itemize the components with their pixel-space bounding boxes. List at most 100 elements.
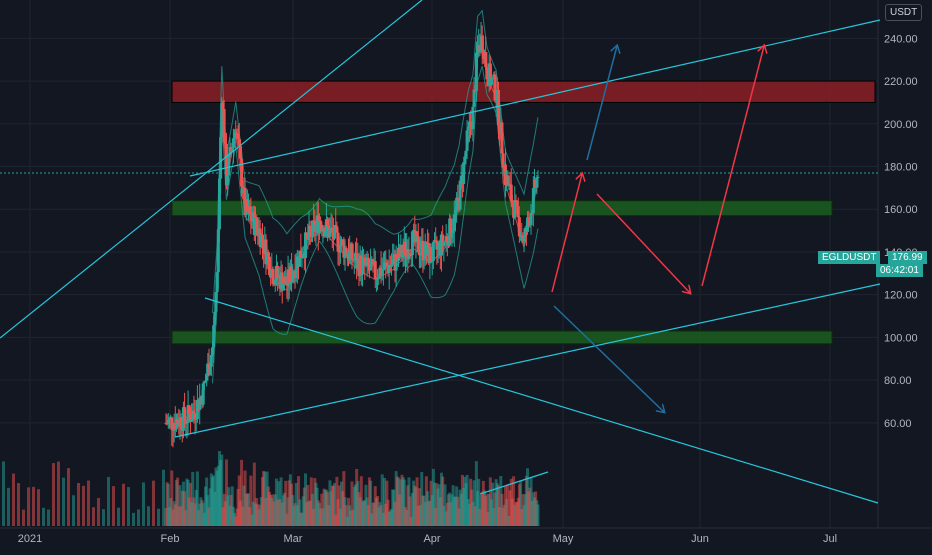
volume-bar [369,480,373,526]
candle-body [231,138,235,149]
volume-bar [441,476,445,526]
volume-bar [142,482,145,526]
volume-bar [170,470,174,526]
candle-body [501,153,505,168]
volume-bar [7,487,10,526]
candle-body [513,200,517,218]
candle-body [300,256,304,258]
trendline-volume [479,471,549,495]
candle-body [310,220,314,237]
candle-body [174,419,178,430]
candle-body [335,226,339,233]
x-axis[interactable]: 2021 Feb Mar Apr May Jun Jul [18,533,837,545]
candle-body [280,272,284,291]
candle-body [236,133,240,140]
candle-body [463,156,467,163]
candle-body [445,236,449,242]
x-tick-label: Jun [691,533,709,545]
candle-body [260,234,264,244]
volume-bar [22,509,25,526]
y-tick-label: 160.00 [884,204,918,216]
volume-bars [2,451,540,526]
trendline-steep [0,0,423,339]
volume-bar [485,493,489,526]
candle-body [222,109,226,143]
last-price-value: 176.99 [888,251,927,264]
volume-bar [92,507,95,526]
candle-body [266,252,270,257]
candlesticks [164,22,540,448]
candle-body [373,261,377,279]
projection-arrows [551,46,764,412]
candle-body [213,311,217,326]
candle-body [215,272,219,293]
arrow-up-to-220 [551,174,582,293]
candle-body [326,219,330,226]
candle-body [323,231,327,237]
candle-body [421,240,425,261]
candle-body [410,231,414,256]
currency-label[interactable]: USDT [885,4,923,21]
candle-body [267,256,271,276]
volume-bar [408,496,412,526]
candle-body [192,410,196,414]
candle-body [510,200,514,204]
candle-body [394,253,398,271]
candle-body [212,325,216,348]
candle-body [391,259,395,265]
volume-bar [477,478,481,526]
candle-body [430,260,434,262]
candle-body [464,150,468,157]
candle-body [233,132,237,139]
y-tick-label: 200.00 [884,119,918,131]
price-zones [171,80,876,345]
volume-bar [77,483,80,526]
volume-bar [383,477,387,526]
candle-body [503,164,507,186]
volume-bar [27,487,30,526]
candle-body [493,74,497,101]
symbol-label: EGLDUSDT [818,251,881,264]
volume-bar [102,509,105,526]
y-tick-label: 80.00 [884,375,912,387]
candle-body [308,225,312,232]
candle-body [298,250,302,267]
candle-body [272,284,276,286]
candle-body [179,416,183,429]
volume-bar [37,489,40,526]
candle-body [458,180,462,210]
candle-body [183,407,187,421]
volume-bar [337,485,341,526]
candle-body [333,224,337,239]
volume-bar [415,477,419,526]
candle-body [344,247,348,256]
candle-body [455,197,459,211]
x-tick-label: Apr [423,533,440,545]
y-tick-label: 240.00 [884,33,918,45]
candle-body [490,78,493,85]
volume-bar [491,482,495,526]
y-tick-label: 120.00 [884,290,918,302]
y-axis[interactable]: 60.0080.00100.00120.00140.00160.00180.00… [884,0,918,430]
candle-body [208,366,212,375]
candle-body [166,420,170,425]
support-zone [171,200,833,217]
y-tick-label: 260.00 [884,0,918,3]
candle-body [314,224,318,232]
candle-body [462,162,466,184]
candle-body [328,228,332,238]
candle-body [205,376,209,381]
candle-body [305,232,309,237]
candle-body [185,422,189,424]
candle-body [167,418,171,421]
volume-bar [152,480,155,526]
candle-body [451,230,455,234]
candle-body [255,217,259,228]
candle-body [480,35,484,50]
y-tick-label: 220.00 [884,76,918,88]
volume-bar [433,482,437,526]
candle-body [517,217,521,237]
candle-body [514,200,518,202]
